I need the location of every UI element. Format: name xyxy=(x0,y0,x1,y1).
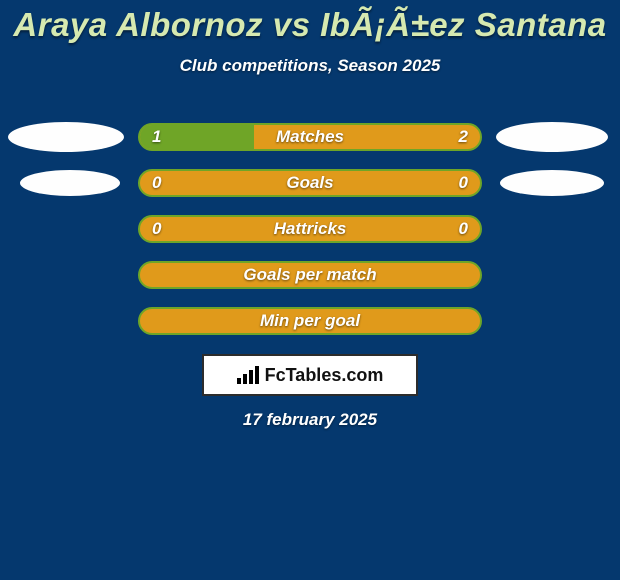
stat-bar: Goals per match xyxy=(138,261,482,289)
stat-row: Goals 0 0 xyxy=(0,160,620,206)
stat-row: Goals per match xyxy=(0,252,620,298)
page-title: Araya Albornoz vs IbÃ¡Ã±ez Santana xyxy=(0,0,620,44)
player-right-avatar xyxy=(500,170,604,196)
stat-row: Min per goal xyxy=(0,298,620,344)
stat-left-value: 1 xyxy=(152,127,161,147)
date-line: 17 february 2025 xyxy=(0,410,620,430)
stat-bar: Goals 0 0 xyxy=(138,169,482,197)
stat-label: Matches xyxy=(276,127,344,147)
stat-left-value: 0 xyxy=(152,219,161,239)
brand-text: FcTables.com xyxy=(265,365,384,386)
stat-left-value: 0 xyxy=(152,173,161,193)
stat-label: Hattricks xyxy=(274,219,347,239)
stat-row: Matches 1 2 xyxy=(0,114,620,160)
subtitle: Club competitions, Season 2025 xyxy=(0,56,620,76)
stat-label: Goals xyxy=(286,173,333,193)
bars-icon xyxy=(237,366,259,384)
player-left-avatar xyxy=(8,122,124,152)
stat-label: Goals per match xyxy=(243,265,376,285)
comparison-infographic: Araya Albornoz vs IbÃ¡Ã±ez Santana Club … xyxy=(0,0,620,580)
stat-bar: Hattricks 0 0 xyxy=(138,215,482,243)
stat-row: Hattricks 0 0 xyxy=(0,206,620,252)
stat-right-value: 2 xyxy=(459,127,468,147)
brand-badge[interactable]: FcTables.com xyxy=(202,354,418,396)
player-right-avatar xyxy=(496,122,608,152)
stat-rows: Matches 1 2 Goals 0 0 Hattricks 0 0 Goals per mat… xyxy=(0,114,620,344)
stat-bar: Matches 1 2 xyxy=(138,123,482,151)
stat-right-value: 0 xyxy=(459,219,468,239)
stat-label: Min per goal xyxy=(260,311,360,331)
stat-right-value: 0 xyxy=(459,173,468,193)
player-left-avatar xyxy=(20,170,120,196)
stat-bar: Min per goal xyxy=(138,307,482,335)
